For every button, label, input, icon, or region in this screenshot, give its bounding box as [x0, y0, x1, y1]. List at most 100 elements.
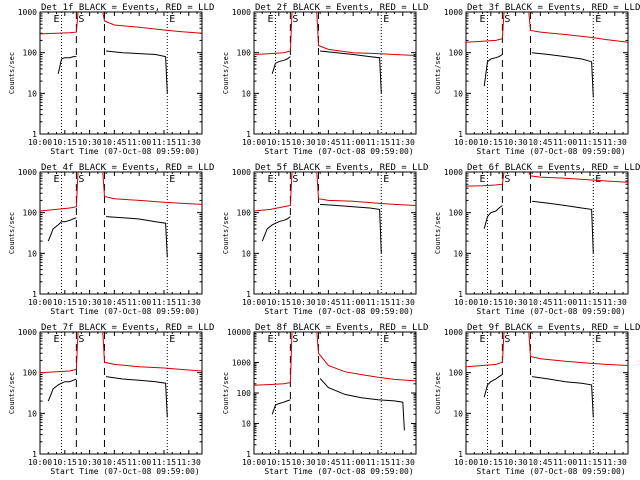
x-tick-label: 11:00: [341, 138, 365, 147]
marker-label: E: [383, 334, 389, 345]
y-tick-label: 10: [453, 249, 463, 258]
x-tick-label: 11:15: [578, 298, 602, 307]
events-series-line: [483, 374, 503, 398]
y-tick-label: 10: [453, 409, 463, 418]
lld-series-line: [316, 11, 417, 56]
x-tick-label: 11:15: [152, 138, 176, 147]
chart-title: Det 7f BLACK = Events, RED = LLD: [41, 323, 214, 333]
x-tick-label: 11:30: [603, 458, 627, 467]
x-tick-label: 11:30: [177, 138, 201, 147]
events-series-line: [532, 200, 594, 254]
y-axis-label: Counts/sec: [222, 212, 230, 254]
chart-title: Det 2f BLACK = Events, RED = LLD: [255, 3, 428, 13]
x-tick-label: 10:15: [53, 138, 77, 147]
lld-series-line: [465, 11, 505, 43]
y-tick-label: 10: [453, 89, 463, 98]
x-tick-label: 10:45: [102, 458, 126, 467]
lld-series-line: [316, 331, 417, 382]
lld-series-line: [253, 11, 293, 55]
x-axis-label: Start Time (07-Oct-08 09:59:00): [50, 147, 199, 156]
x-axis-label: Start Time (07-Oct-08 09:59:00): [476, 307, 625, 316]
y-axis-label: Counts/sec: [222, 372, 230, 414]
y-tick-label: 1000: [444, 168, 463, 177]
y-tick-label: 10: [241, 420, 251, 429]
plot-frame: [39, 331, 203, 455]
y-axis-label: Counts/sec: [434, 212, 442, 254]
x-tick-label: 10:00: [242, 298, 266, 307]
x-tick-label: 10:00: [28, 138, 52, 147]
events-series-line: [57, 56, 77, 75]
x-tick-label: 10:15: [479, 458, 503, 467]
plot-frame: [39, 171, 203, 295]
y-tick-label: 1000: [232, 168, 251, 177]
marker-label: E: [479, 174, 485, 185]
marker-label: S: [504, 14, 510, 25]
marker-label: S: [78, 334, 84, 345]
x-tick-label: 10:00: [242, 138, 266, 147]
y-tick-label: 10: [27, 409, 37, 418]
plot-frame: [253, 331, 417, 455]
x-tick-label: 10:15: [53, 298, 77, 307]
lld-series-line: [39, 331, 79, 374]
events-series-line: [319, 378, 405, 431]
x-tick-label: 10:00: [242, 458, 266, 467]
events-series-line: [532, 376, 594, 418]
y-tick-label: 10: [27, 249, 37, 258]
y-axis-label: Counts/sec: [8, 212, 16, 254]
x-tick-label: 11:00: [127, 138, 151, 147]
x-tick-label: 11:15: [366, 298, 390, 307]
y-axis-label: Counts/sec: [222, 52, 230, 94]
x-tick-label: 10:15: [479, 298, 503, 307]
events-series-line: [261, 216, 291, 242]
x-tick-label: 10:00: [454, 138, 478, 147]
marker-label: S: [78, 174, 84, 185]
x-tick-label: 10:45: [528, 138, 552, 147]
marker-label: E: [169, 334, 175, 345]
x-tick-label: 10:45: [316, 298, 340, 307]
x-tick-label: 10:15: [267, 458, 291, 467]
y-tick-label: 10: [27, 89, 37, 98]
chart-title: Det 1f BLACK = Events, RED = LLD: [41, 3, 214, 13]
x-tick-label: 11:15: [152, 298, 176, 307]
plot-frame: [465, 171, 629, 295]
events-series-line: [106, 376, 168, 418]
y-tick-label: 100: [23, 369, 38, 378]
y-axis-label: Counts/sec: [434, 372, 442, 414]
events-series-line: [47, 378, 77, 402]
marker-label: E: [53, 174, 59, 185]
x-tick-label: 10:30: [504, 138, 528, 147]
plot-frame: [39, 11, 203, 135]
lld-series-line: [102, 171, 203, 205]
y-tick-label: 1000: [444, 328, 463, 337]
marker-label: E: [595, 174, 601, 185]
x-tick-label: 10:00: [454, 458, 478, 467]
y-axis-label: Counts/sec: [8, 52, 16, 94]
x-tick-label: 10:30: [78, 298, 102, 307]
x-tick-label: 11:30: [603, 298, 627, 307]
marker-label: E: [383, 14, 389, 25]
y-tick-label: 100: [237, 389, 252, 398]
x-tick-label: 10:30: [292, 458, 316, 467]
y-axis-label: Counts/sec: [434, 52, 442, 94]
events-series-line: [532, 52, 594, 98]
x-axis-label: Start Time (07-Oct-08 09:59:00): [264, 467, 413, 476]
y-tick-label: 100: [237, 49, 252, 58]
x-tick-label: 10:00: [28, 298, 52, 307]
marker-label: E: [267, 174, 273, 185]
lld-series-line: [528, 171, 629, 183]
y-tick-label: 10000: [227, 328, 251, 337]
chart-title: Det 5f BLACK = Events, RED = LLD: [255, 163, 428, 173]
marker-label: E: [267, 14, 273, 25]
events-series-line: [271, 399, 291, 415]
chart-title: Det 4f BLACK = Events, RED = LLD: [41, 163, 214, 173]
x-tick-label: 11:30: [391, 298, 415, 307]
lld-series-line: [253, 171, 293, 212]
events-series-line: [106, 50, 168, 94]
y-tick-label: 10: [241, 89, 251, 98]
marker-label: E: [479, 14, 485, 25]
y-tick-label: 1: [246, 450, 251, 459]
marker-label: S: [292, 334, 298, 345]
events-series-line: [47, 217, 77, 242]
x-tick-label: 10:00: [454, 298, 478, 307]
y-tick-label: 1: [246, 290, 251, 299]
